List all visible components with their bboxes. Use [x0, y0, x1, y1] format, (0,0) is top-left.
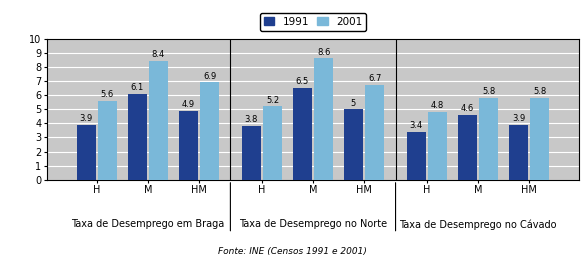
- Text: 6.1: 6.1: [130, 83, 144, 92]
- Bar: [77, 125, 95, 180]
- Bar: [292, 88, 312, 180]
- Text: 6.5: 6.5: [295, 77, 309, 86]
- Text: 8.6: 8.6: [317, 48, 331, 57]
- Text: 3.8: 3.8: [245, 115, 258, 124]
- Bar: [479, 98, 498, 180]
- Bar: [128, 94, 147, 180]
- Bar: [344, 109, 363, 180]
- Text: 5.8: 5.8: [534, 87, 546, 96]
- Bar: [365, 85, 384, 180]
- Text: Fonte: INE (Censos 1991 e 2001): Fonte: INE (Censos 1991 e 2001): [218, 247, 367, 256]
- Text: 6.9: 6.9: [203, 72, 216, 81]
- Bar: [531, 98, 549, 180]
- Bar: [149, 61, 168, 180]
- Text: 8.4: 8.4: [152, 50, 165, 59]
- Bar: [509, 125, 528, 180]
- Text: Taxa de Desemprego no Cávado: Taxa de Desemprego no Cávado: [400, 219, 557, 230]
- Bar: [178, 111, 198, 180]
- Text: 5.2: 5.2: [266, 96, 279, 105]
- Bar: [314, 58, 333, 180]
- Bar: [458, 115, 477, 180]
- Bar: [428, 112, 448, 180]
- Bar: [200, 82, 219, 180]
- Text: 4.8: 4.8: [431, 101, 445, 110]
- Text: 4.9: 4.9: [182, 100, 195, 109]
- Text: 3.9: 3.9: [512, 114, 525, 123]
- Bar: [263, 106, 282, 180]
- Text: Taxa de Desemprego no Norte: Taxa de Desemprego no Norte: [239, 219, 387, 230]
- Legend: 1991, 2001: 1991, 2001: [260, 13, 366, 31]
- Text: 5.6: 5.6: [101, 90, 114, 99]
- Text: 5.8: 5.8: [482, 87, 495, 96]
- Text: Taxa de Desemprego em Braga: Taxa de Desemprego em Braga: [71, 219, 225, 230]
- Text: 5: 5: [351, 98, 356, 107]
- Text: 3.9: 3.9: [80, 114, 92, 123]
- Bar: [242, 126, 261, 180]
- Text: 4.6: 4.6: [461, 104, 474, 113]
- Text: 3.4: 3.4: [410, 121, 423, 130]
- Bar: [407, 132, 426, 180]
- Bar: [98, 101, 117, 180]
- Text: 6.7: 6.7: [368, 75, 381, 84]
